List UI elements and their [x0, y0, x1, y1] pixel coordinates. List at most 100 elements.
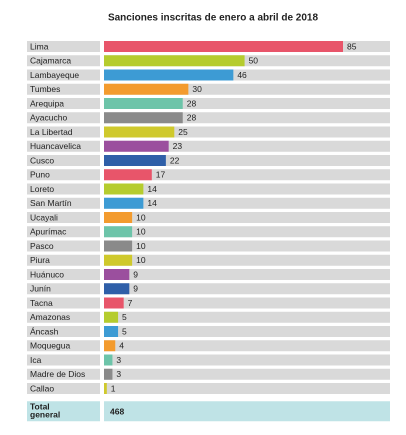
bar-track	[104, 197, 390, 209]
bar-track	[104, 126, 390, 138]
bar	[104, 283, 130, 295]
bar	[104, 226, 133, 238]
bar-track	[104, 283, 390, 295]
label-box	[27, 354, 100, 366]
category-label: Tacna	[30, 298, 53, 308]
value-label: 7	[128, 298, 133, 308]
bar	[104, 354, 113, 366]
value-label: 22	[170, 155, 180, 165]
total-label-box	[27, 401, 100, 422]
bar-track	[104, 98, 390, 109]
category-label: Apurímac	[30, 227, 67, 237]
bar	[104, 297, 124, 309]
category-label: Pasco	[30, 241, 54, 251]
category-label: Amazonas	[30, 312, 70, 322]
bar	[104, 55, 245, 67]
value-label: 9	[133, 269, 138, 279]
bar	[104, 368, 113, 380]
bar-track	[104, 55, 390, 67]
total-value: 468	[110, 407, 124, 417]
label-box	[27, 41, 100, 52]
total-value-box	[104, 401, 390, 422]
category-label: Puno	[30, 170, 50, 180]
label-box	[27, 98, 100, 109]
label-box	[27, 326, 100, 337]
label-box	[27, 254, 100, 266]
bar	[104, 183, 144, 195]
value-label: 3	[116, 369, 121, 379]
category-label: Ucayali	[30, 212, 58, 222]
value-label: 30	[192, 84, 202, 94]
bar	[104, 69, 234, 81]
value-label: 1	[111, 383, 116, 393]
label-box	[27, 240, 100, 252]
category-label: La Libertad	[30, 127, 73, 137]
label-box	[27, 183, 100, 195]
value-label: 85	[347, 41, 357, 51]
value-label: 28	[187, 98, 197, 108]
label-box	[27, 140, 100, 152]
bar-track	[104, 326, 390, 337]
category-label: Arequipa	[30, 98, 64, 108]
value-label: 25	[178, 127, 188, 137]
label-box	[27, 197, 100, 209]
bar-track	[104, 112, 390, 124]
bar	[104, 212, 133, 223]
label-box	[27, 126, 100, 138]
value-label: 46	[237, 70, 247, 80]
label-box	[27, 311, 100, 323]
category-label: Junín	[30, 284, 51, 294]
bar-track	[104, 140, 390, 152]
bar-track	[104, 226, 390, 238]
bar	[104, 112, 183, 124]
category-label: Loreto	[30, 184, 54, 194]
bar-track	[104, 212, 390, 223]
label-box	[27, 83, 100, 95]
category-label: Tumbes	[30, 84, 60, 94]
bar-track	[104, 240, 390, 252]
category-label: Ayacucho	[30, 113, 67, 123]
label-box	[27, 155, 100, 166]
bar-track	[104, 311, 390, 323]
category-label: Moquegua	[30, 341, 70, 351]
value-label: 10	[136, 241, 146, 251]
bar-track	[104, 69, 390, 81]
bar-track	[104, 383, 390, 394]
category-label: Madre de Dios	[30, 369, 85, 379]
category-label: Lima	[30, 41, 49, 51]
label-box	[27, 283, 100, 295]
value-label: 14	[147, 198, 157, 208]
bar-track	[104, 269, 390, 280]
bar	[104, 126, 175, 138]
category-label: Ica	[30, 355, 42, 365]
category-label: Huánuco	[30, 269, 64, 279]
label-box	[27, 269, 100, 280]
category-label: Cajamarca	[30, 56, 71, 66]
value-label: 9	[133, 284, 138, 294]
value-label: 14	[147, 184, 157, 194]
label-box	[27, 383, 100, 394]
bar	[104, 326, 119, 337]
bar	[104, 311, 119, 323]
total-label: Total general	[30, 402, 60, 420]
category-label: Cusco	[30, 155, 54, 165]
bar-track	[104, 183, 390, 195]
value-label: 10	[136, 227, 146, 237]
value-label: 4	[119, 341, 124, 351]
bar	[104, 155, 166, 166]
label-box	[27, 169, 100, 181]
chart-title: Sanciones inscritas de enero a abril de …	[108, 13, 319, 24]
value-label: 5	[122, 312, 127, 322]
category-label: Piura	[30, 255, 50, 265]
bar-track	[104, 254, 390, 266]
value-label: 3	[116, 355, 121, 365]
bar	[104, 340, 116, 352]
bar-track	[104, 297, 390, 309]
category-label: Huancavelica	[30, 141, 81, 151]
bar-track	[104, 368, 390, 380]
bar-track	[104, 340, 390, 352]
label-box	[27, 69, 100, 81]
category-label: Áncash	[30, 326, 59, 336]
value-label: 10	[136, 212, 146, 222]
